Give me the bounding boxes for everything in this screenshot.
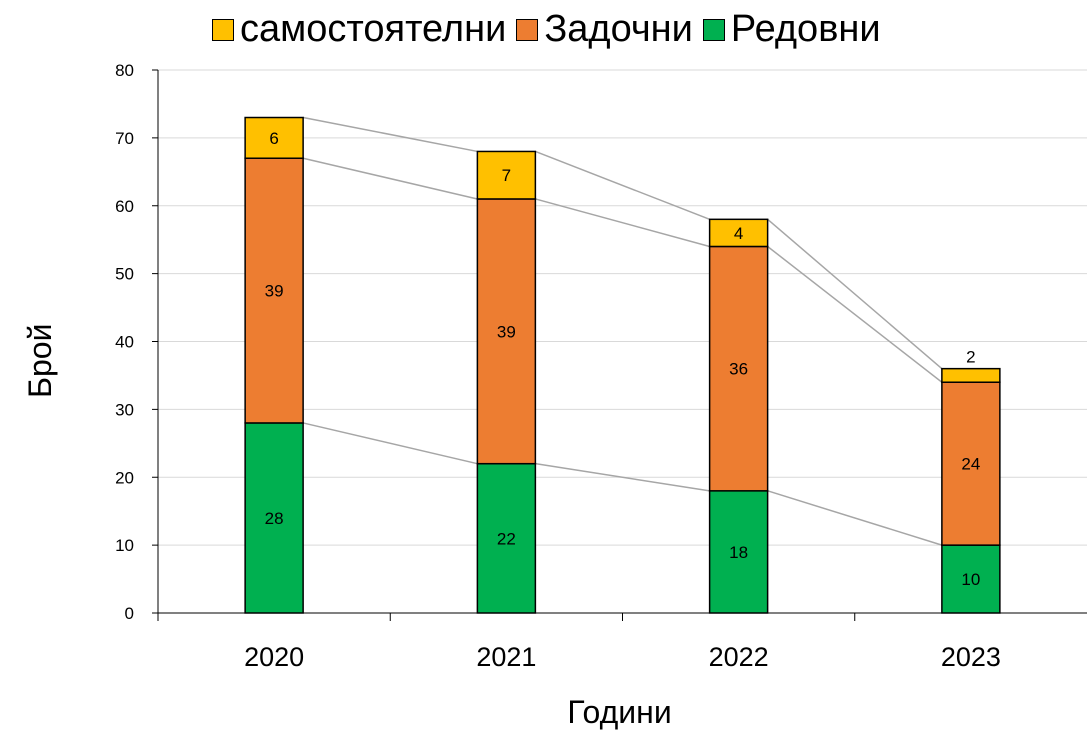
chart-legend: самостоятелни Задочни Редовни	[212, 8, 891, 51]
y-tick-label: 70	[115, 129, 134, 148]
data-label: 6	[269, 129, 278, 148]
data-label: 36	[729, 360, 748, 379]
y-tick-label: 40	[115, 333, 134, 352]
data-label: 18	[729, 543, 748, 562]
bar-segment	[708, 218, 769, 248]
bar-segment	[476, 462, 537, 614]
legend-item-part-time: Задочни	[516, 8, 693, 51]
legend-item-self: самостоятелни	[212, 8, 506, 51]
data-label: 4	[734, 224, 743, 243]
series-line	[535, 198, 710, 248]
data-label: 28	[265, 509, 284, 528]
data-label: 2	[966, 348, 975, 367]
y-tick-label: 10	[115, 536, 134, 555]
bar-segment	[476, 198, 537, 465]
legend-swatch-full-time	[702, 18, 725, 41]
series-line	[302, 116, 478, 153]
data-label: 24	[961, 455, 980, 474]
bar-segment	[708, 490, 769, 614]
bar-segment	[941, 367, 1001, 383]
series-line	[767, 218, 943, 370]
y-tick-label: 60	[115, 197, 134, 216]
x-tick-label: 2022	[709, 642, 769, 672]
y-tick-label: 50	[115, 265, 134, 284]
series-line	[767, 490, 943, 546]
y-tick-label: 0	[125, 604, 134, 623]
data-label: 10	[961, 570, 980, 589]
legend-label-part-time: Задочни	[544, 8, 693, 50]
x-tick-label: 2023	[941, 642, 1001, 672]
series-line	[535, 462, 710, 492]
data-label: 39	[265, 282, 284, 301]
series-line	[535, 150, 710, 221]
x-tick-label: 2021	[476, 642, 536, 672]
y-axis-title-wrap: Брой	[22, 324, 96, 435]
data-label: 22	[497, 529, 516, 548]
series-line	[302, 157, 478, 200]
data-label: 7	[502, 166, 511, 185]
y-tick-label: 80	[115, 61, 134, 80]
y-axis-title: Брой	[22, 323, 58, 398]
series-line	[767, 245, 943, 383]
legend-swatch-part-time	[516, 18, 539, 41]
bar-segment	[476, 150, 537, 200]
bar-segment	[941, 381, 1001, 546]
series-line	[302, 422, 478, 465]
y-tick-label: 30	[115, 400, 134, 419]
bar-segment	[708, 245, 769, 492]
legend-swatch-self	[212, 18, 234, 41]
y-tick-label: 20	[115, 468, 134, 487]
bar-segment	[941, 544, 1001, 614]
legend-label-full-time: Редовни	[730, 8, 881, 50]
x-axis-title: Години	[567, 694, 672, 730]
legend-label-self: самостоятелни	[240, 8, 507, 50]
data-label: 39	[497, 322, 516, 341]
legend-item-full-time: Редовни	[702, 8, 881, 51]
x-tick-label: 2020	[244, 642, 304, 672]
bar-segment	[244, 116, 304, 159]
